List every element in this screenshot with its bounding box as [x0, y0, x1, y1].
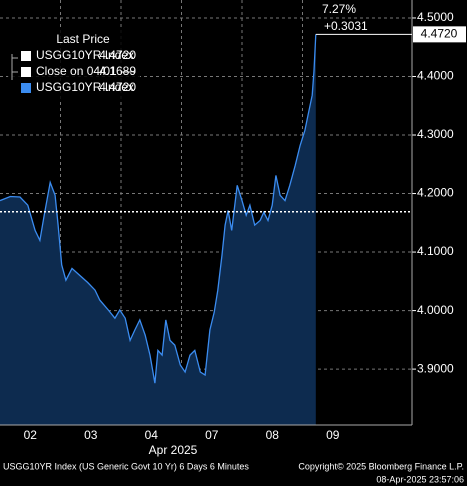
overlay: Last Price Apr 2025 7.27% +0.3031 USGG10…: [3, 2, 466, 484]
y-tick-label: 3.9000: [417, 361, 454, 375]
change-pct: 7.27%: [322, 2, 356, 16]
x-tick-label: 04: [145, 428, 159, 442]
legend-swatch: [21, 83, 31, 93]
y-tick-label: 4.3000: [417, 127, 454, 141]
legend-label: USGG10YR Index: [36, 80, 134, 94]
legend-label: USGG10YR Index: [36, 48, 134, 62]
x-tick-label: 09: [326, 428, 340, 442]
plot-area: [0, 0, 416, 426]
legend-swatch: [21, 67, 31, 77]
legend-title: Last Price: [56, 32, 110, 46]
legend-value: 4.4720: [99, 48, 136, 62]
change-abs: +0.3031: [324, 19, 368, 33]
area: [0, 34, 316, 426]
legend-value: 4.4720: [99, 80, 136, 94]
y-tick-label: 4.0000: [417, 303, 454, 317]
x-tick-label: 03: [84, 428, 98, 442]
y-tick-label: 4.1000: [417, 244, 454, 258]
legend-label: Close on 04/01 ----: [36, 64, 136, 78]
footer-time: 08-Apr-2025 23:57:06: [376, 474, 464, 484]
y-tick-label: 4.2000: [417, 186, 454, 200]
last-price-box: [413, 26, 466, 43]
legend-tree: [11, 54, 18, 80]
footer-left: USGG10YR Index (US Generic Govt 10 Yr) 6…: [3, 461, 249, 471]
y-tick-label: 4.5000: [417, 10, 454, 24]
x-tick-label: 07: [205, 428, 219, 442]
last-price-label: 4.4720: [421, 27, 458, 41]
line: [0, 34, 317, 384]
x-tick-label: 02: [24, 428, 38, 442]
y-tick-label: 4.4000: [417, 69, 454, 83]
legend-swatch: [21, 51, 31, 61]
legend-value: 4.1689: [99, 64, 136, 78]
footer-right: Copyright© 2025 Bloomberg Finance L.P.: [298, 461, 464, 471]
x-axis-label: Apr 2025: [149, 443, 198, 457]
x-tick-label: 08: [266, 428, 280, 442]
